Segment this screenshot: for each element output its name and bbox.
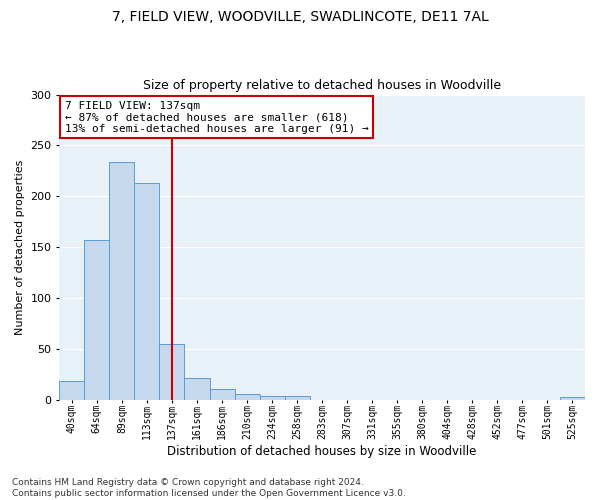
Text: 7 FIELD VIEW: 137sqm
← 87% of detached houses are smaller (618)
13% of semi-deta: 7 FIELD VIEW: 137sqm ← 87% of detached h… <box>65 100 368 134</box>
Text: 7, FIELD VIEW, WOODVILLE, SWADLINCOTE, DE11 7AL: 7, FIELD VIEW, WOODVILLE, SWADLINCOTE, D… <box>112 10 488 24</box>
Bar <box>260 396 284 400</box>
Bar <box>109 162 134 400</box>
Y-axis label: Number of detached properties: Number of detached properties <box>15 160 25 334</box>
Bar <box>184 378 209 400</box>
Bar <box>284 396 310 400</box>
Title: Size of property relative to detached houses in Woodville: Size of property relative to detached ho… <box>143 79 501 92</box>
Bar <box>134 183 160 400</box>
Text: Contains HM Land Registry data © Crown copyright and database right 2024.
Contai: Contains HM Land Registry data © Crown c… <box>12 478 406 498</box>
Bar <box>235 394 260 400</box>
Bar <box>160 344 184 400</box>
Bar <box>209 390 235 400</box>
Bar <box>59 381 85 400</box>
Bar <box>560 398 585 400</box>
Bar <box>85 240 109 400</box>
X-axis label: Distribution of detached houses by size in Woodville: Distribution of detached houses by size … <box>167 444 477 458</box>
